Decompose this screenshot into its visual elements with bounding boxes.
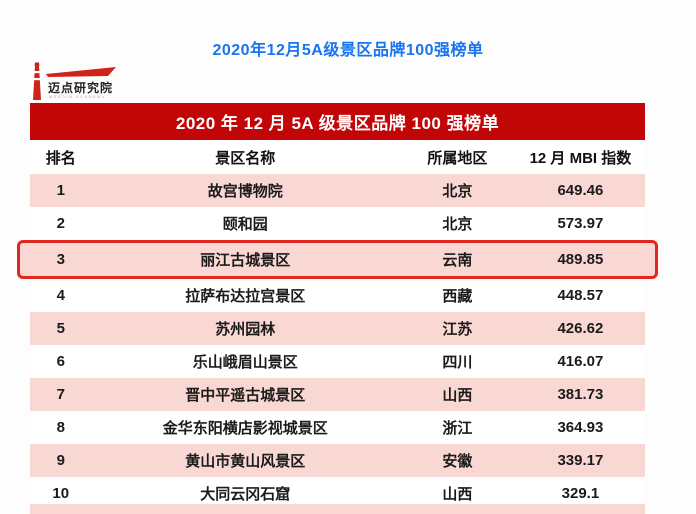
rank-cell: 10 bbox=[52, 485, 70, 502]
mbi-cell: 573.97 bbox=[557, 215, 604, 232]
rank-cell: 5 bbox=[56, 320, 65, 337]
ranking-table: 排名 景区名称 所属地区 12 月 MBI 指数 1 故宫博物院 北京 649.… bbox=[17, 140, 658, 510]
table-row: 1 故宫博物院 北京 649.46 bbox=[30, 174, 645, 207]
name-cell: 颐和园 bbox=[222, 216, 268, 233]
table-row: 9 黄山市黄山风景区 安徽 339.17 bbox=[30, 444, 645, 477]
rank-cell: 4 bbox=[56, 287, 65, 304]
column-header-rank: 排名 bbox=[45, 149, 76, 167]
meadin-logo: 迈点研究院 MEADIN ACADEMY bbox=[28, 62, 120, 102]
name-cell: 苏州园林 bbox=[215, 321, 276, 338]
table-row: 2 颐和园 北京 573.97 bbox=[30, 207, 645, 240]
logo-subtext: MEADIN ACADEMY bbox=[49, 94, 107, 99]
column-header-name: 景区名称 bbox=[215, 149, 276, 167]
name-cell: 黄山市黄山风景区 bbox=[185, 453, 306, 470]
column-header-region: 所属地区 bbox=[427, 149, 488, 167]
table-row: 7 晋中平遥古城景区 山西 381.73 bbox=[30, 378, 645, 411]
mbi-cell: 489.85 bbox=[557, 251, 604, 268]
table-row: 6 乐山峨眉山景区 四川 416.07 bbox=[30, 345, 645, 378]
name-cell: 拉萨布达拉宫景区 bbox=[185, 288, 306, 305]
name-cell: 金华东阳横店影视城景区 bbox=[162, 420, 328, 437]
name-cell: 大同云冈石窟 bbox=[200, 486, 291, 503]
name-cell: 晋中平遥古城景区 bbox=[185, 387, 306, 404]
table-body: 1 故宫博物院 北京 649.46 2 颐和园 北京 573.97 3 丽江古城… bbox=[17, 174, 658, 510]
mbi-cell: 426.62 bbox=[557, 320, 604, 337]
mbi-cell: 416.07 bbox=[557, 353, 604, 370]
region-cell: 四川 bbox=[442, 354, 473, 371]
partial-next-row bbox=[30, 504, 645, 514]
mbi-cell: 339.17 bbox=[557, 452, 604, 469]
lighthouse-flag-icon bbox=[28, 62, 120, 102]
banner-title: 2020 年 12 月 5A 级景区品牌 100 强榜单 bbox=[175, 114, 500, 133]
rank-cell: 6 bbox=[56, 353, 65, 370]
region-cell: 安徽 bbox=[442, 453, 473, 470]
table-row: 5 苏州园林 江苏 426.62 bbox=[30, 312, 645, 345]
page-title: 2020年12月5A级景区品牌100强榜单 bbox=[212, 42, 484, 59]
region-cell: 北京 bbox=[442, 216, 473, 233]
region-cell: 江苏 bbox=[442, 321, 473, 338]
table-header-row: 排名 景区名称 所属地区 12 月 MBI 指数 bbox=[30, 140, 645, 174]
mbi-cell: 364.93 bbox=[557, 419, 604, 436]
logo-text: 迈点研究院 bbox=[48, 81, 114, 95]
name-cell: 乐山峨眉山景区 bbox=[192, 354, 298, 371]
table-row: 4 拉萨布达拉宫景区 西藏 448.57 bbox=[30, 279, 645, 312]
table-row: 8 金华东阳横店影视城景区 浙江 364.93 bbox=[30, 411, 645, 444]
rank-cell: 7 bbox=[56, 386, 65, 403]
region-cell: 云南 bbox=[442, 252, 473, 269]
region-cell: 浙江 bbox=[442, 420, 473, 437]
rank-cell: 8 bbox=[56, 419, 65, 436]
table-banner: 2020 年 12 月 5A 级景区品牌 100 强榜单 bbox=[30, 103, 645, 140]
mbi-cell: 329.1 bbox=[561, 485, 600, 502]
rank-cell: 3 bbox=[56, 251, 65, 268]
mbi-cell: 649.46 bbox=[557, 182, 604, 199]
table-row: 3 丽江古城景区 云南 489.85 bbox=[17, 240, 658, 279]
mbi-cell: 448.57 bbox=[557, 287, 604, 304]
mbi-cell: 381.73 bbox=[557, 386, 604, 403]
region-cell: 西藏 bbox=[442, 288, 473, 305]
region-cell: 山西 bbox=[442, 486, 473, 503]
column-header-mbi: 12 月 MBI 指数 bbox=[529, 149, 632, 167]
rank-cell: 1 bbox=[56, 182, 65, 199]
rank-cell: 9 bbox=[56, 452, 65, 469]
name-cell: 丽江古城景区 bbox=[200, 252, 291, 269]
rank-cell: 2 bbox=[56, 215, 65, 232]
region-cell: 北京 bbox=[442, 183, 473, 200]
name-cell: 故宫博物院 bbox=[207, 183, 283, 200]
region-cell: 山西 bbox=[442, 387, 473, 404]
